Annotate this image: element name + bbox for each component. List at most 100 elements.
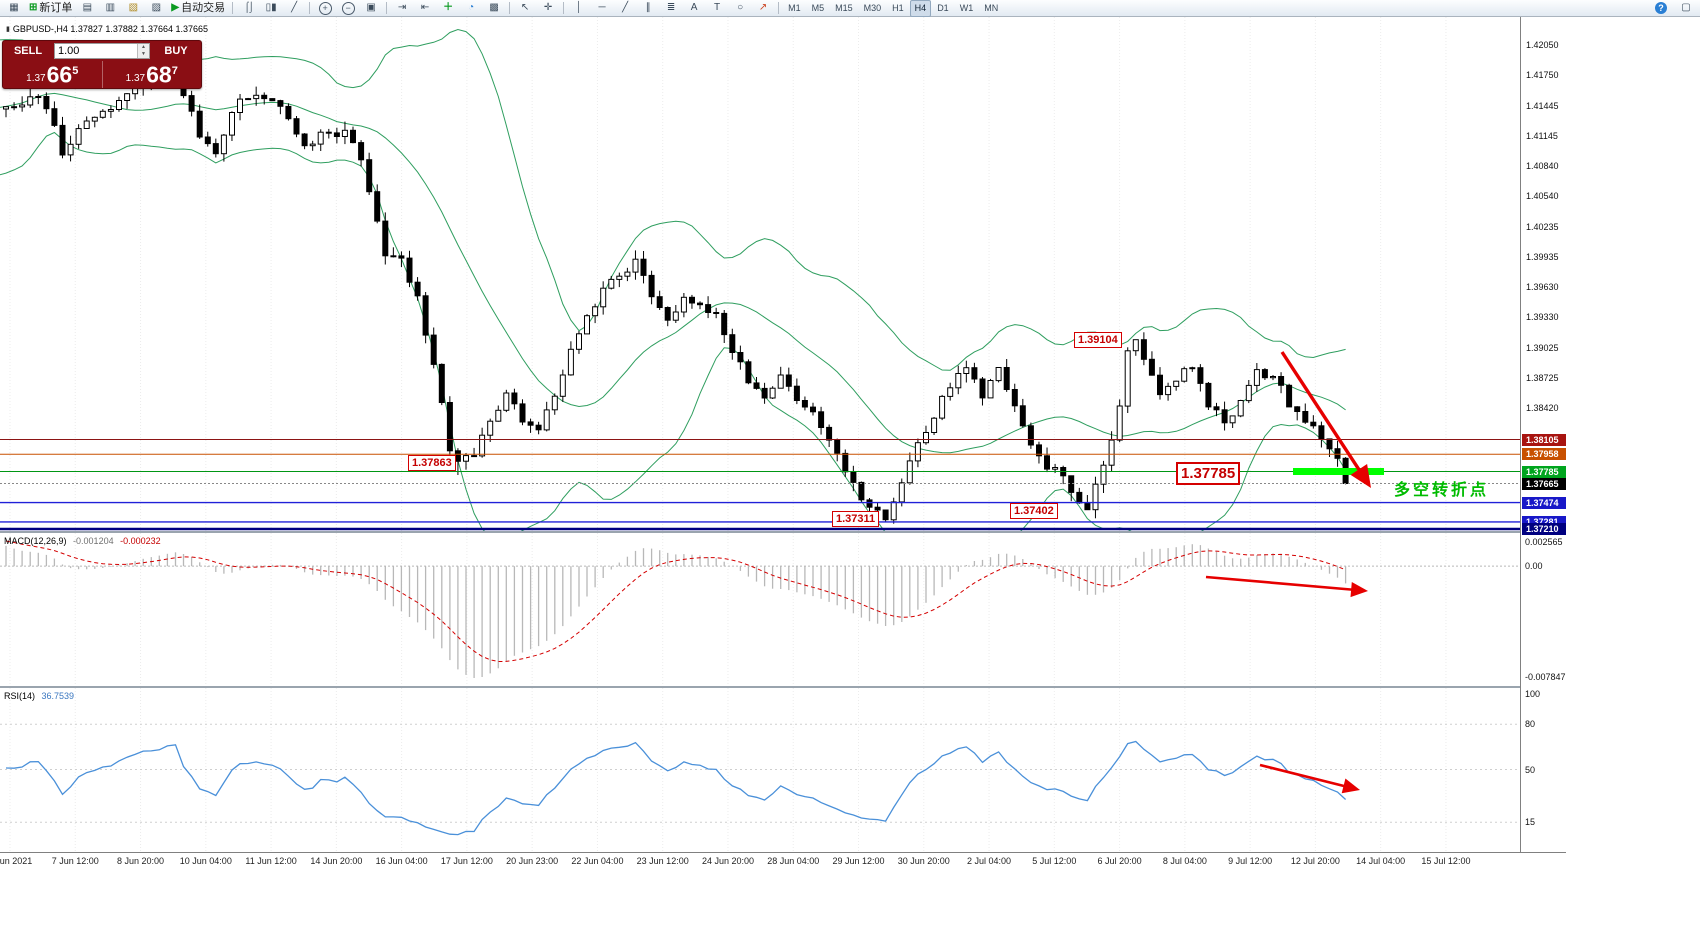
timeframe-D1[interactable]: D1 <box>937 3 949 13</box>
candle-bear <box>277 100 284 107</box>
time-axis-label: 15 Jul 12:00 <box>1421 856 1471 866</box>
macd-panel[interactable] <box>0 533 1520 686</box>
price-level-badge: 1.38105 <box>1522 433 1566 446</box>
candle-bear <box>1294 406 1301 412</box>
chart-shift-icon[interactable]: ⇤ <box>420 2 430 13</box>
line-chart-icon[interactable]: ╱ <box>291 2 298 13</box>
candle-bull <box>3 106 9 110</box>
candle-bear <box>406 257 413 283</box>
candle-bull <box>576 333 582 350</box>
price-callout-1.37863[interactable]: 1.37863 <box>408 455 456 471</box>
sell-button[interactable]: SELL <box>3 41 53 61</box>
candle-bull <box>1108 439 1115 466</box>
candle-bull <box>99 110 106 118</box>
arrows-tool-icon[interactable]: ↗ <box>758 2 768 13</box>
time-axis[interactable]: 7 Jun 2021 7 Jun 12:00 8 Jun 20:00 10 Jun 0… <box>0 852 1566 871</box>
price-scale-label: 1.41145 <box>1526 130 1558 141</box>
candle-bear <box>196 110 203 138</box>
price-level-badge: 1.37665 <box>1522 477 1566 490</box>
time-axis-label: 8 Jun 20:00 <box>117 856 165 866</box>
data-window-icon[interactable]: ▥ <box>105 2 116 13</box>
price-scale-label: 1.40540 <box>1526 191 1559 201</box>
annotation-note[interactable]: 多空转折点 <box>1394 482 1490 499</box>
candle-bear <box>454 450 461 462</box>
buy-button[interactable]: BUY <box>151 41 201 61</box>
price-callout-1.37402[interactable]: 1.37402 <box>1010 503 1058 519</box>
terminal-icon[interactable]: ▨ <box>151 2 162 13</box>
label-icon[interactable]: T <box>714 2 721 13</box>
window-menu-icon[interactable]: ▢ <box>1681 2 1691 13</box>
rsi-panel[interactable] <box>0 688 1520 852</box>
candle-bear <box>1148 358 1155 376</box>
tile-windows-icon[interactable]: ▣ <box>366 2 376 13</box>
candles[interactable] <box>3 65 1349 524</box>
text-icon[interactable]: A <box>690 2 698 13</box>
timeframe-M15[interactable]: M15 <box>835 3 853 13</box>
zoom-out-icon[interactable]: − <box>337 0 359 17</box>
main-chart[interactable] <box>0 17 1520 531</box>
buy-price[interactable]: 1.37 687 <box>101 61 202 88</box>
navigator-icon[interactable]: ▧ <box>128 2 139 13</box>
candle-bear <box>471 455 478 458</box>
objects-list-icon[interactable]: ▩ <box>489 2 499 13</box>
price-callout-1.37785[interactable]: 1.37785 <box>1176 462 1241 485</box>
symbol-icon: ▮ <box>6 26 10 33</box>
price-callout-1.39104[interactable]: 1.39104 <box>1074 332 1122 348</box>
price-level-badge: 1.37785 <box>1522 465 1566 478</box>
candle-bull <box>600 287 607 308</box>
autotrading-button[interactable]: ▶ 自动交易 <box>168 1 228 16</box>
trendline-icon[interactable]: ╱ <box>622 2 629 13</box>
candle-bear <box>850 471 857 483</box>
crosshair-icon[interactable]: ✛ <box>543 2 553 13</box>
fibonacci-icon[interactable]: ≣ <box>666 2 676 13</box>
candle-bull <box>923 432 929 444</box>
volume-input[interactable] <box>55 45 137 57</box>
panel-separator[interactable] <box>0 531 1566 533</box>
volume-up-icon[interactable]: ▲ <box>138 44 149 51</box>
timeframe-H4[interactable]: H4 <box>909 0 932 17</box>
candle-bear <box>713 312 720 314</box>
sell-price[interactable]: 1.37 665 <box>26 62 79 88</box>
horizontal-line-icon[interactable]: ─ <box>598 2 606 13</box>
templates-icon[interactable]: ◔ <box>468 2 475 13</box>
candle-bear <box>826 426 833 441</box>
zoom-in-icon[interactable]: + <box>314 0 336 17</box>
time-axis-label: 20 Jun 23:00 <box>506 856 559 866</box>
vertical-line-icon[interactable]: │ <box>575 2 583 13</box>
timeframe-M5[interactable]: M5 <box>811 3 825 13</box>
volume-down-icon[interactable]: ▼ <box>138 51 149 58</box>
new-order-button[interactable]: ⊞ 新订单 <box>26 1 75 16</box>
panel-separator[interactable] <box>0 686 1566 688</box>
auto-scroll-icon[interactable]: ⇥ <box>397 2 407 13</box>
timeframe-M1[interactable]: M1 <box>788 3 801 13</box>
macd-signal-value: -0.000232 <box>120 536 161 546</box>
channel-icon[interactable]: ∥ <box>645 2 651 13</box>
price-scale-label: 1.38420 <box>1526 403 1559 413</box>
price-callout-1.37311[interactable]: 1.37311 <box>832 511 880 527</box>
horizontal-lines[interactable] <box>0 439 1520 531</box>
price-scale[interactable]: 1.42050 1.41750 1.41445 1.41145 1.40840 1.405… <box>1520 17 1567 870</box>
candle-bear <box>793 385 800 402</box>
candle-bull <box>317 131 324 145</box>
time-axis-label: 11 Jun 12:00 <box>245 856 297 866</box>
indicators-icon[interactable]: ＋ <box>443 2 454 13</box>
bar-chart-icon[interactable]: ⌠⌡ <box>244 2 254 13</box>
time-axis-label: 5 Jul 12:00 <box>1032 856 1077 866</box>
time-axis-label: 6 Jul 20:00 <box>1097 856 1142 866</box>
timeframe-W1[interactable]: W1 <box>959 3 974 13</box>
timeframe-H1[interactable]: H1 <box>892 3 904 13</box>
candle-bear <box>1003 367 1010 390</box>
timeframe-M30[interactable]: M30 <box>863 3 882 13</box>
chart-window-icon[interactable]: ▦ <box>9 2 19 13</box>
help-icon[interactable]: ? <box>1650 0 1672 17</box>
market-watch-icon[interactable]: ▤ <box>82 2 93 13</box>
candlestick-icon[interactable]: ▯▮ <box>265 2 277 13</box>
timeframe-MN[interactable]: MN <box>984 3 999 13</box>
cursor-icon[interactable]: ↖ <box>520 2 530 13</box>
rsi-title: RSI(14) <box>4 691 36 701</box>
candle-bull <box>1116 405 1123 441</box>
shapes-icon[interactable]: ○ <box>737 2 744 13</box>
candle-bull <box>608 278 615 289</box>
candle-bull <box>898 482 905 503</box>
